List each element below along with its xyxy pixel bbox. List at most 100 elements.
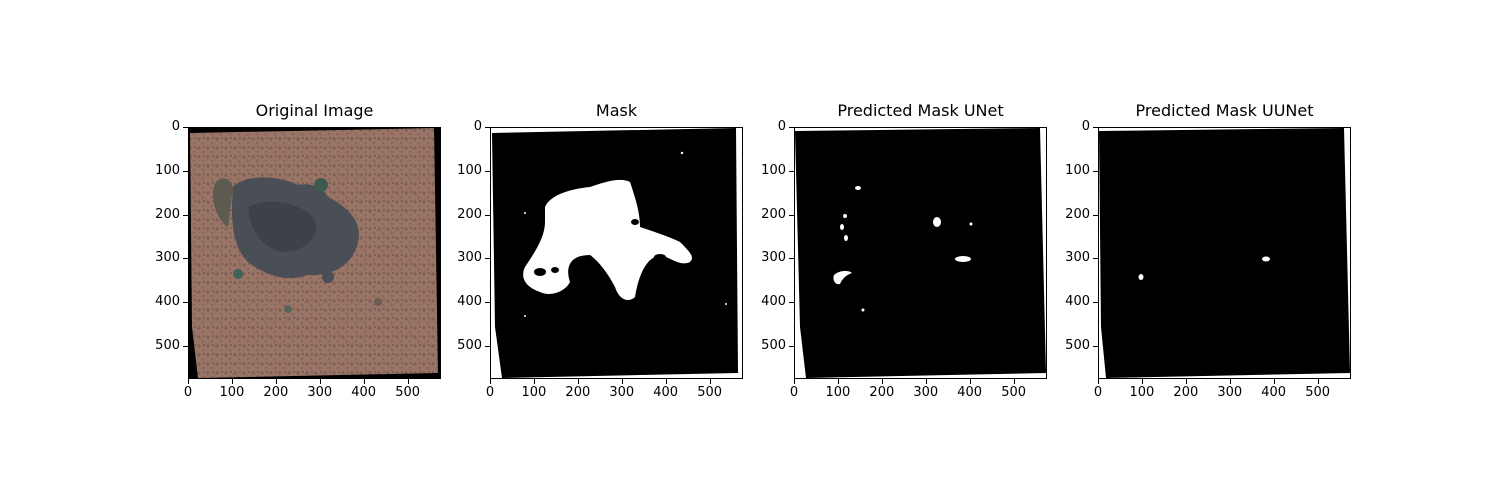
y-tick-label: 200 bbox=[155, 206, 180, 222]
y-tick-mark bbox=[789, 302, 794, 303]
mask-plot bbox=[490, 127, 743, 379]
panel-title: Predicted Mask UNet bbox=[837, 101, 1004, 120]
y-tick-label: 200 bbox=[761, 206, 786, 222]
x-tick-mark bbox=[363, 379, 365, 384]
x-tick-label: 0 bbox=[1093, 385, 1103, 400]
y-tick-mark bbox=[183, 345, 188, 347]
x-tick-label: 200 bbox=[869, 385, 895, 400]
y-tick-label: 500 bbox=[1065, 337, 1090, 353]
y-tick-mark bbox=[485, 345, 490, 347]
x-tick-mark bbox=[1013, 379, 1015, 384]
panel-predicted-mask-uunet: Predicted Mask UUNet 0 100 200 300 400 500 0 10… bbox=[1010, 100, 1351, 410]
x-tick-label: 500 bbox=[395, 385, 421, 400]
y-tick-label: 100 bbox=[457, 162, 482, 178]
y-tick-mark bbox=[1093, 302, 1098, 303]
y-tick-mark bbox=[789, 127, 794, 128]
y-tick-mark bbox=[183, 214, 188, 216]
x-tick-mark bbox=[881, 379, 883, 384]
x-tick-mark bbox=[1141, 379, 1143, 384]
x-tick-label: 0 bbox=[183, 385, 193, 400]
x-tick-mark bbox=[925, 379, 927, 384]
y-tick-mark bbox=[183, 258, 188, 260]
mask-image bbox=[490, 127, 743, 379]
y-tick-mark bbox=[183, 170, 188, 172]
y-tick-mark bbox=[789, 345, 794, 347]
y-tick-mark bbox=[1093, 258, 1098, 260]
y-tick-label: 100 bbox=[761, 162, 786, 178]
x-tick-mark bbox=[231, 379, 233, 384]
y-tick-mark bbox=[1093, 214, 1098, 216]
y-tick-mark bbox=[485, 214, 490, 216]
y-tick-mark bbox=[789, 170, 794, 172]
y-tick-label: 400 bbox=[761, 294, 786, 309]
y-tick-label: 0 bbox=[777, 119, 786, 134]
x-tick-label: 300 bbox=[307, 385, 333, 400]
x-tick-mark bbox=[969, 379, 971, 384]
y-tick-label: 400 bbox=[457, 294, 482, 309]
x-tick-mark bbox=[577, 379, 579, 384]
y-tick-label: 300 bbox=[155, 250, 180, 266]
panel-title: Mask bbox=[595, 101, 638, 120]
x-tick-mark bbox=[709, 379, 711, 384]
panel-mask: Mask 0 100 200 300 400 500 0 100 200 300 400 500 bbox=[402, 100, 743, 410]
y-tick-mark bbox=[183, 302, 188, 303]
x-tick-mark bbox=[665, 379, 667, 384]
y-tick-mark bbox=[183, 127, 188, 128]
x-tick-mark bbox=[837, 379, 839, 384]
y-tick-mark bbox=[1093, 170, 1098, 172]
x-tick-label: 400 bbox=[957, 385, 983, 400]
panel-title: Original Image bbox=[255, 101, 374, 120]
x-tick-label: 100 bbox=[1129, 385, 1155, 400]
y-tick-label: 100 bbox=[155, 162, 180, 178]
uunet-prediction-image bbox=[1098, 127, 1351, 379]
y-tick-label: 100 bbox=[1065, 162, 1090, 178]
y-tick-label: 300 bbox=[761, 250, 786, 266]
panel-original-image: Original Image 0 100 200 300 400 500 0 1 bbox=[100, 100, 441, 410]
y-tick-mark bbox=[485, 170, 490, 172]
panel-predicted-mask-unet: Predicted Mask UNet 0 100 200 300 400 500 0 100… bbox=[706, 100, 1047, 410]
x-tick-mark bbox=[1098, 379, 1099, 384]
y-tick-mark bbox=[789, 258, 794, 260]
x-tick-mark bbox=[621, 379, 623, 384]
x-tick-label: 200 bbox=[263, 385, 289, 400]
y-tick-label: 400 bbox=[155, 294, 180, 309]
unet-plot bbox=[794, 127, 1047, 379]
panel-title: Predicted Mask UUNet bbox=[1135, 101, 1314, 120]
x-tick-label: 400 bbox=[653, 385, 679, 400]
x-tick-label: 100 bbox=[825, 385, 851, 400]
x-tick-label: 300 bbox=[1217, 385, 1243, 400]
x-tick-label: 300 bbox=[609, 385, 635, 400]
y-tick-mark bbox=[485, 302, 490, 303]
uunet-plot bbox=[1098, 127, 1351, 379]
x-tick-mark bbox=[1317, 379, 1319, 384]
y-tick-label: 300 bbox=[1065, 250, 1090, 266]
x-tick-mark bbox=[490, 379, 491, 384]
x-tick-mark bbox=[533, 379, 535, 384]
y-tick-label: 300 bbox=[457, 250, 482, 266]
x-tick-mark bbox=[188, 379, 189, 384]
y-tick-label: 500 bbox=[761, 337, 786, 353]
x-tick-label: 400 bbox=[351, 385, 377, 400]
y-tick-label: 200 bbox=[1065, 206, 1090, 222]
x-tick-mark bbox=[275, 379, 277, 384]
y-tick-label: 0 bbox=[473, 119, 482, 134]
x-tick-label: 100 bbox=[219, 385, 245, 400]
x-tick-label: 100 bbox=[521, 385, 547, 400]
x-tick-label: 500 bbox=[1305, 385, 1331, 400]
y-tick-mark bbox=[1093, 345, 1098, 347]
y-tick-label: 200 bbox=[457, 206, 482, 222]
x-tick-label: 0 bbox=[789, 385, 799, 400]
y-tick-label: 400 bbox=[1065, 294, 1090, 309]
y-tick-label: 0 bbox=[1081, 119, 1090, 134]
y-tick-label: 500 bbox=[155, 337, 180, 353]
x-tick-label: 500 bbox=[697, 385, 723, 400]
original-image-plot bbox=[188, 127, 441, 379]
x-tick-mark bbox=[794, 379, 795, 384]
y-tick-mark bbox=[1093, 127, 1098, 128]
x-tick-label: 200 bbox=[1173, 385, 1199, 400]
y-tick-label: 500 bbox=[457, 337, 482, 353]
satellite-image bbox=[188, 127, 441, 379]
x-tick-mark bbox=[1185, 379, 1187, 384]
x-tick-label: 300 bbox=[913, 385, 939, 400]
x-tick-mark bbox=[407, 379, 409, 384]
